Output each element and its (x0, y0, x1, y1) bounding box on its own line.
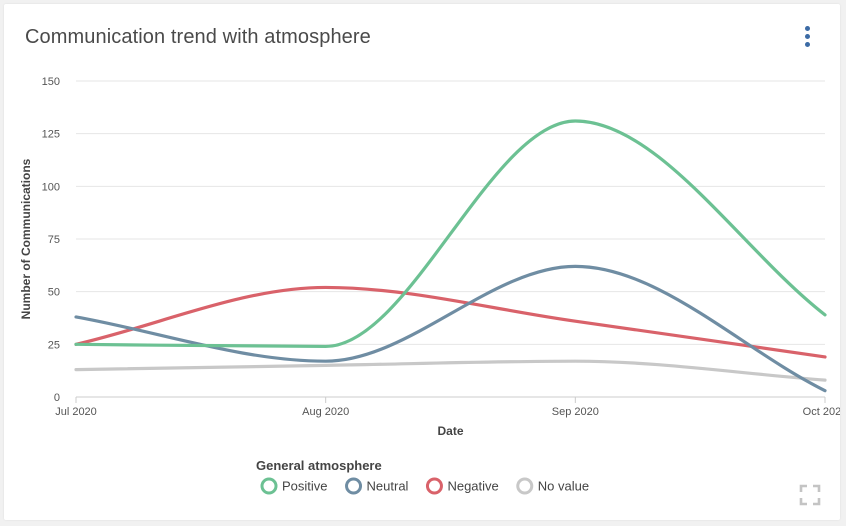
legend-marker (345, 477, 363, 495)
y-tick-label: 0 (54, 392, 60, 404)
x-axis-ticks: Jul 2020 Aug 2020 Sep 2020 Oct 2020 (55, 397, 840, 418)
menu-dot (805, 26, 810, 31)
legend-item-negative[interactable]: Negative (425, 477, 499, 495)
y-tick-label: 75 (48, 234, 60, 246)
y-tick-label: 150 (42, 76, 60, 88)
chart-card: Communication trend with atmosphere 0 25 5… (4, 4, 840, 520)
y-tick-label: 125 (42, 129, 60, 141)
x-tick-label: Jul 2020 (55, 406, 97, 418)
fullscreen-icon[interactable] (798, 483, 822, 507)
chart-title: Communication trend with atmosphere (25, 26, 371, 48)
legend-item-neutral[interactable]: Neutral (345, 477, 409, 495)
legend-label: Negative (447, 479, 498, 494)
legend-label: Positive (282, 479, 328, 494)
legend-item-positive[interactable]: Positive (260, 477, 328, 495)
legend-title: General atmosphere (256, 458, 382, 473)
x-axis-title: Date (437, 424, 463, 438)
legend-label: Neutral (367, 479, 409, 494)
fullscreen-glyph (799, 484, 821, 506)
x-tick-label: Oct 2020 (803, 406, 840, 418)
line-chart: 0 25 50 75 100 125 150 Jul 2020 Aug 2020 Sep 202… (19, 76, 840, 495)
series-lines (74, 119, 827, 393)
x-tick-label: Aug 2020 (302, 406, 349, 418)
legend: Positive Neutral Negative No value (260, 477, 589, 495)
y-tick-label: 25 (48, 339, 60, 351)
series-line-negative[interactable] (74, 285, 827, 359)
legend-marker (516, 477, 534, 495)
menu-dot (805, 42, 810, 47)
series-line-positive[interactable] (74, 119, 827, 349)
y-axis-title: Number of Communications (19, 158, 33, 319)
series-line-no-value[interactable] (74, 359, 827, 382)
series-line-neutral[interactable] (74, 264, 827, 393)
legend-label: No value (538, 479, 589, 494)
legend-marker (425, 477, 443, 495)
legend-item-no-value[interactable]: No value (516, 477, 589, 495)
grid-lines (76, 80, 825, 398)
x-tick-label: Sep 2020 (552, 406, 599, 418)
y-tick-label: 100 (42, 181, 60, 193)
menu-dot (805, 34, 810, 39)
y-tick-label: 50 (48, 287, 60, 299)
legend-marker (260, 477, 278, 495)
more-vertical-icon[interactable] (800, 24, 816, 52)
y-axis-ticks: 0 25 50 75 100 125 150 (42, 76, 60, 404)
